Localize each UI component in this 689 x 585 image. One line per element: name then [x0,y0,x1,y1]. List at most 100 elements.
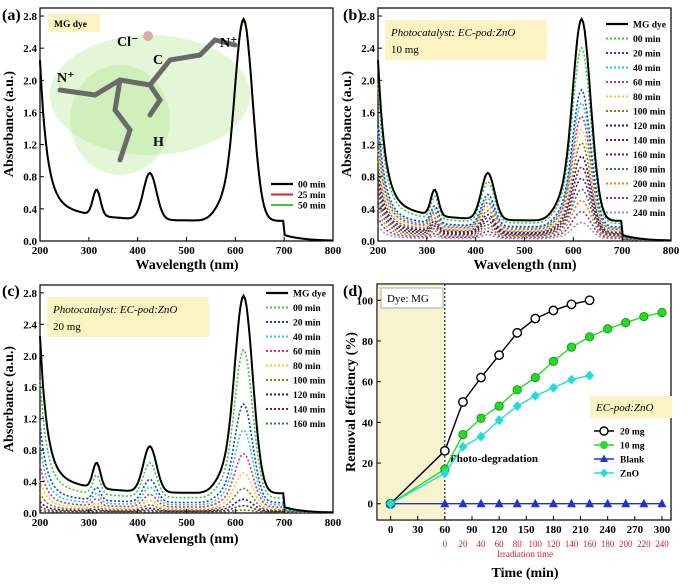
tag-box-a [48,14,100,32]
data-point-20-mg [458,397,468,407]
legend-entry: 50 min [298,202,326,212]
secondary-x-tick-label: 220 [637,539,651,549]
secondary-x-tick-label: 200 [619,539,633,549]
data-point-ZnO [585,370,595,381]
data-point-Blank [639,498,649,508]
data-point-20-mg [566,299,577,310]
data-point-10-mg [657,307,667,318]
x-tick-label: 800 [663,245,680,257]
series-line-00-min [377,46,672,242]
x-tick-label: 200 [32,517,49,529]
data-point-ZnO [494,415,504,426]
data-point-20-mg [494,350,505,361]
legend-entry: MG dye [633,21,666,31]
legend-b: MG dye 00 min 20 min 40 min 60 min 80 min 100 … [606,21,666,219]
y-tick-label: 100 [357,295,374,307]
data-point-10-mg [530,372,540,383]
x-tick-label: 700 [614,245,631,257]
panel-label-d: (d) [343,283,363,300]
ticks-b: 200 300 400 500 600 700 800 0.0 0.4 0.8 1.2 1.6 2.0 2… [361,11,680,257]
secondary-x-tick-label: 180 [601,539,615,549]
dye-label: Dye: MG [387,293,429,305]
secondary-x-label-d: Irradiation time [497,549,553,559]
y-tick-label: 0.0 [361,236,375,248]
x-tick-label: 0 [388,524,394,536]
x-tick-label: 600 [565,245,582,257]
data-point-10-mg [494,401,504,411]
legend-entry: 120 min [293,391,326,401]
panel-d: (d) Dye: MG Photo-degradation EC-pod:ZnO… [343,283,672,581]
caption-line1-c: Photocatalyst: EC-pod:ZnO [52,304,177,316]
data-point-Blank [603,498,613,508]
legend-entry: 200 min [633,180,666,190]
caption-line1-b: Photocatalyst: EC-pod:ZnO [390,27,515,39]
y-tick-label: 1.6 [23,382,37,394]
x-axis-label-b: Wavelength (nm) [473,258,576,273]
legend-entry: 25 min [298,191,326,201]
data-point-10-mg [548,356,559,366]
data-point-Blank [566,498,576,508]
photo-degradation-annotation: Photo-degradation [450,453,538,465]
x-tick-label: 700 [276,517,293,529]
y-tick-label: 2.0 [361,75,375,87]
y-axis-label-c: Absorbance (a.u.) [2,346,17,453]
data-point-20-mg [476,372,486,383]
data-point-ZnO [548,382,558,393]
y-tick-label: 1.2 [361,140,375,152]
legend-entry: MG dye [293,290,326,300]
secondary-x-tick-label: 120 [547,539,561,549]
legend-entry: 00 min [633,35,661,45]
legend-entry: 00 min [293,304,321,314]
legend-entry: 80 min [633,93,661,103]
molecule-label-cl: Cl⁻ [117,35,138,50]
x-tick-label: 400 [467,245,484,257]
series-line-00-min [39,348,333,514]
y-tick-label: 0.8 [23,445,37,457]
y-tick-label: 2.8 [23,11,37,23]
data-point-Blank [494,498,504,508]
molecule-label-h: H [153,135,164,150]
y-tick-label: 2.4 [23,43,37,55]
y-axis-label-a: Absorbance (a.u.) [2,71,17,178]
series-line-20-min [377,88,671,242]
series-line-ZnO [390,374,590,505]
data-point-10-mg [603,324,613,334]
series-line-20-min [39,402,334,514]
legend-entry: 240 min [633,209,666,219]
secondary-x-tick-label: 40 [477,539,487,549]
y-tick-label: 0.4 [23,477,37,489]
data-point-10-mg [621,318,631,328]
y-tick-label: 2.0 [23,351,37,363]
series-line-60-min [39,452,333,514]
data-point-10-mg [639,311,649,322]
legend-entry: 20 min [633,50,661,60]
y-tick-label: 1.2 [23,140,37,152]
x-tick-label: 210 [572,524,589,536]
panel-c: (c) Photocatalyst: EC-pod:ZnO 20 mg MG d… [2,283,342,547]
legend-entry: 60 min [293,348,321,358]
data-point-Blank [512,498,522,508]
secondary-x-tick-label: 0 [443,539,448,549]
x-tick-label: 400 [129,245,146,257]
legend-entry: 140 min [633,137,666,147]
secondary-x-tick-label: 80 [513,539,523,549]
ticks-a: 200 300 400 500 600 700 800 0.0 0.4 0.8 1.2 1.6 2.0 2… [23,11,342,257]
x-axis-label-a: Wavelength (nm) [135,258,238,273]
legend-entry: 20 mg [620,428,645,438]
series-line-120-min [377,155,671,242]
ticks-c: 200 300 400 500 600 700 800 0.0 0.4 0.8 1.2 1.6 2.0 2… [23,288,342,529]
x-tick-label: 180 [545,524,562,536]
x-tick-label: 200 [370,245,387,257]
data-point-20-mg [584,295,595,306]
molecule-label-n-left: N⁺ [57,71,75,86]
legend-c: MG dye 00 min 20 min 40 min 60 min 80 min 100 … [266,290,326,430]
legend-marker [599,426,609,436]
legend-marker [600,441,608,449]
y-tick-label: 0.0 [23,508,37,520]
data-point-ZnO [440,468,450,479]
x-tick-label: 800 [325,517,342,529]
data-point-Blank [458,498,468,508]
x-tick-label: 700 [276,245,293,257]
secondary-x-tick-label: 100 [529,539,543,549]
